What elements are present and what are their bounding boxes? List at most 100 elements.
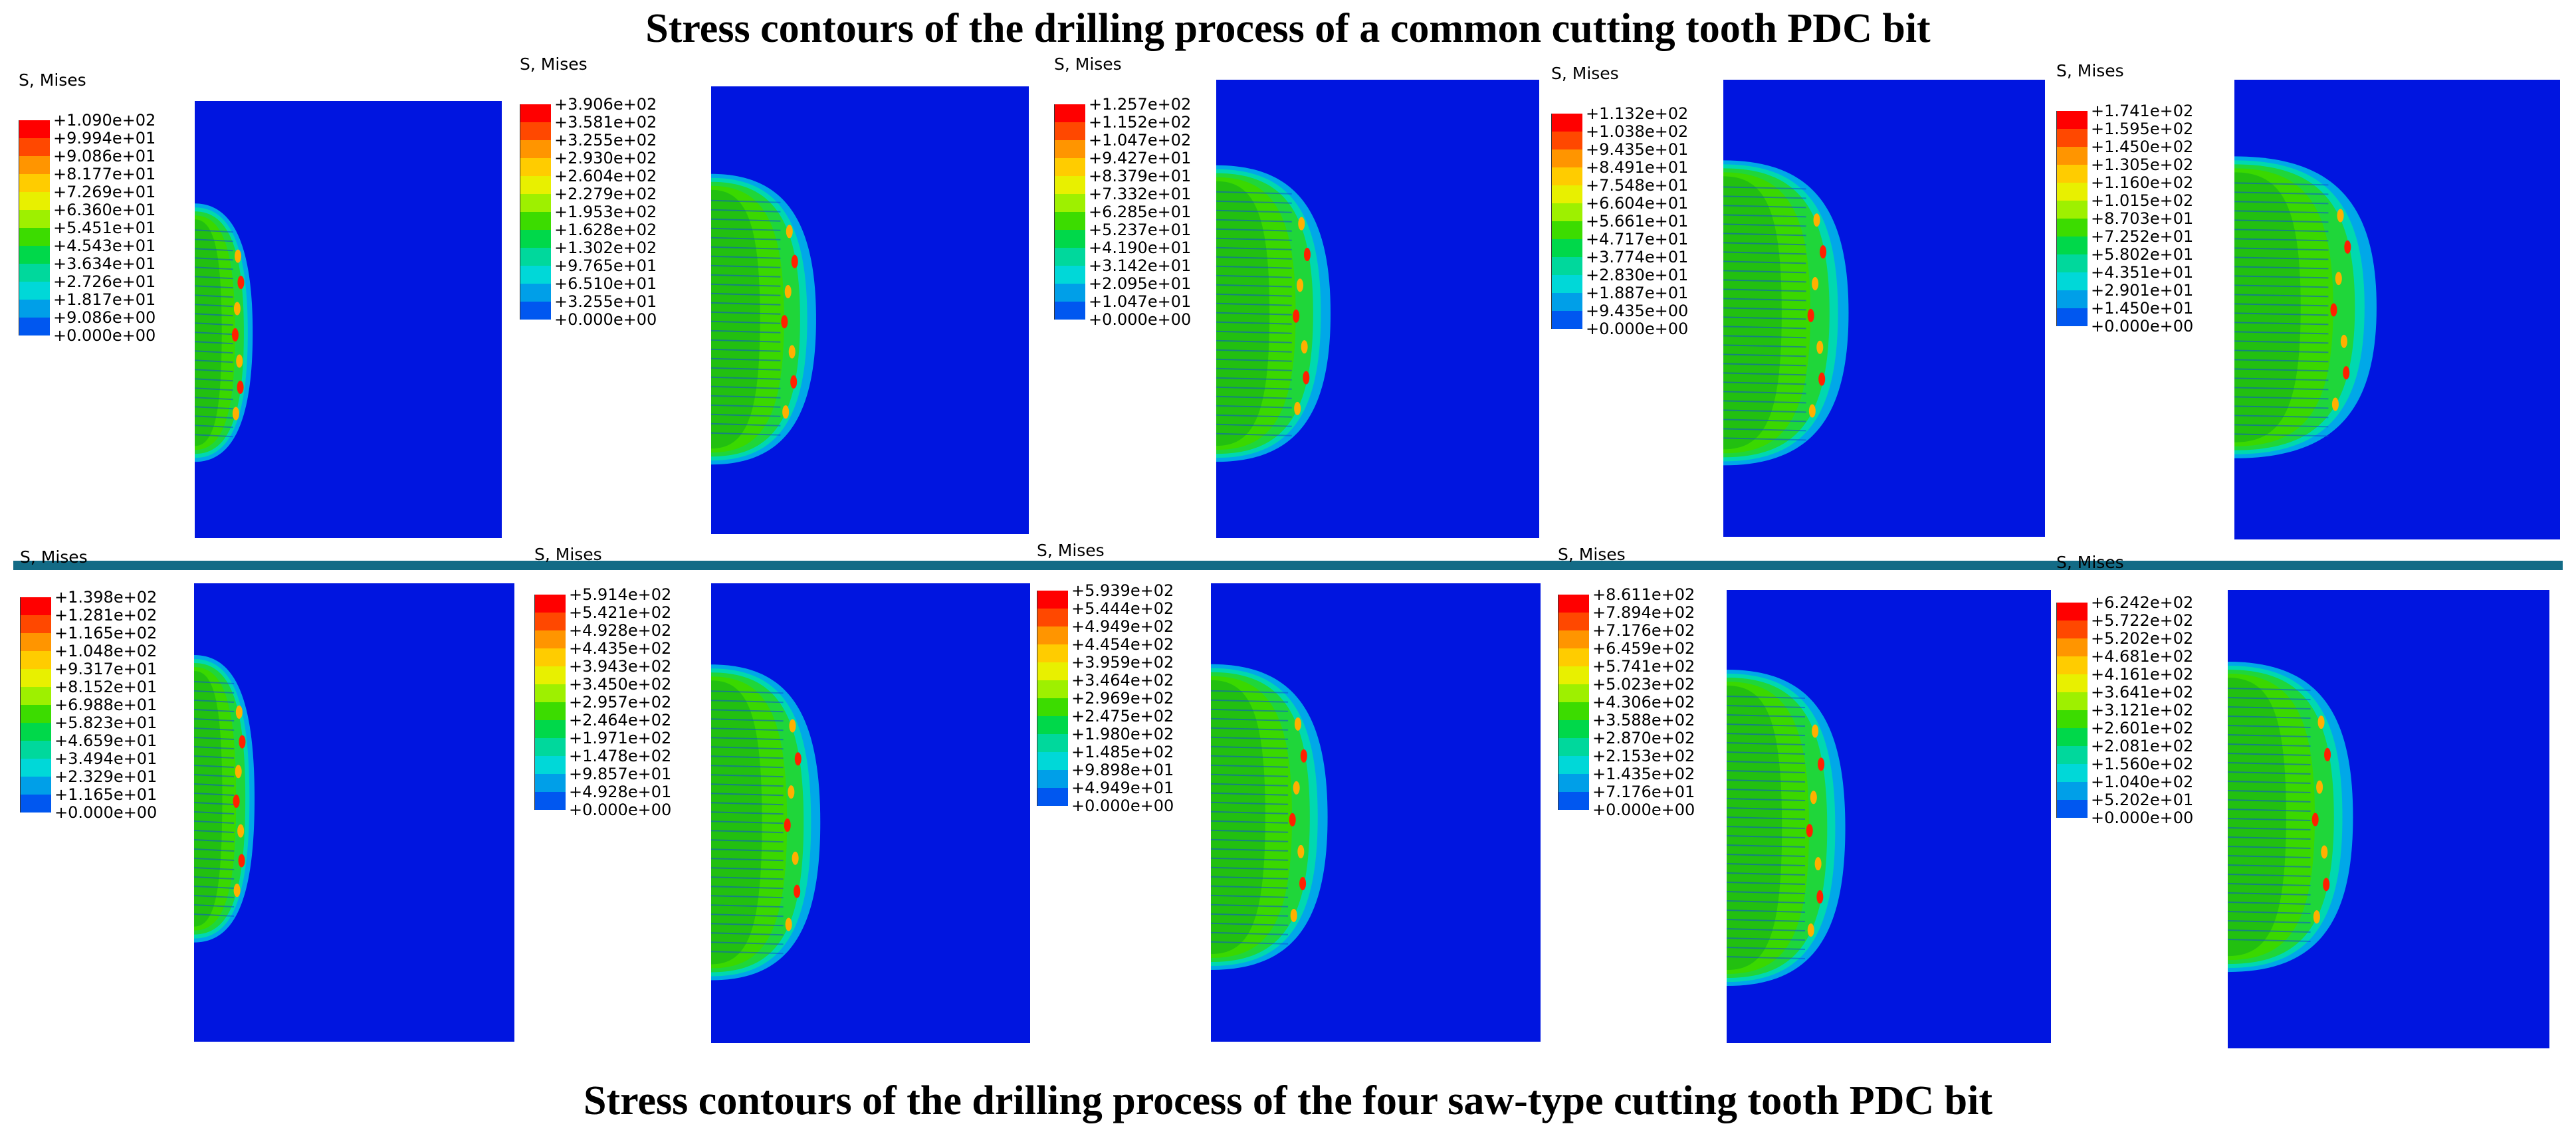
- stress-stripe: [1727, 891, 1806, 895]
- legend-value: +2.475e+02: [1071, 707, 1174, 725]
- stress-stripe: [711, 774, 784, 778]
- stress-hotspot: [1814, 857, 1822, 871]
- stress-stripe: [1727, 696, 1806, 700]
- stress-stripe: [2234, 331, 2329, 335]
- stress-stripe: [2234, 433, 2329, 437]
- stress-stripe: [711, 311, 781, 315]
- stress-stripe: [1727, 937, 1806, 941]
- legend-swatch: [534, 648, 566, 666]
- legend-swatch: [1558, 756, 1589, 774]
- legend-swatch: [1054, 176, 1085, 194]
- stress-stripe: [1211, 866, 1289, 870]
- legend-value: +5.237e+01: [1089, 221, 1192, 239]
- stress-stripe: [1216, 367, 1292, 371]
- stress-stripe: [195, 425, 233, 429]
- legend-swatch: [2056, 111, 2088, 129]
- legend-swatch: [534, 630, 566, 648]
- stress-stripe: [1211, 783, 1289, 787]
- stress-stripe: [711, 700, 784, 704]
- legend-value: +0.000e+00: [1586, 320, 1689, 338]
- stress-hotspot: [1808, 404, 1816, 418]
- stress-stripe: [1211, 913, 1289, 917]
- legend-swatch: [1037, 752, 1068, 770]
- legend-value: +4.717e+01: [1586, 230, 1689, 248]
- stress-stripe: [2228, 697, 2311, 700]
- legend-value: +1.435e+02: [1592, 765, 1695, 783]
- legend-swatch: [20, 669, 51, 687]
- stress-stripe: [1216, 191, 1292, 195]
- legend-swatch: [1037, 716, 1068, 734]
- legend-value: +1.015e+02: [2091, 191, 2194, 210]
- stress-stripe: [711, 923, 784, 927]
- stress-hotspot: [1807, 923, 1814, 937]
- legend-value: +1.040e+02: [2091, 773, 2194, 791]
- stress-hotspot: [1294, 717, 1301, 731]
- legend-swatch: [520, 158, 551, 176]
- stress-stripe: [1211, 894, 1289, 898]
- legend-value: +3.774e+01: [1586, 248, 1689, 266]
- stress-stripe: [1216, 432, 1292, 436]
- stress-stripe: [195, 304, 233, 308]
- stress-stripe: [711, 765, 784, 769]
- legend-swatch: [19, 246, 50, 264]
- legend-value: +4.928e+01: [569, 783, 672, 801]
- stress-stripe: [1723, 326, 1806, 330]
- legend-swatch: [1037, 609, 1068, 626]
- legend-value: +7.332e+01: [1089, 185, 1192, 203]
- rock-specimen: [195, 101, 502, 538]
- stress-hotspot: [1806, 824, 1813, 838]
- legend-value: +2.329e+01: [54, 767, 158, 786]
- legend-value: +3.581e+02: [554, 113, 657, 132]
- stress-stripe: [2228, 716, 2311, 719]
- legend-swatch: [1558, 774, 1589, 792]
- stress-stripe: [2228, 855, 2311, 858]
- stress-stripe: [1727, 761, 1806, 765]
- stress-stripe: [1211, 727, 1289, 731]
- stress-stripe: [1723, 307, 1806, 311]
- stress-contour-plot: [1723, 160, 1849, 466]
- legend-swatch: [1558, 792, 1589, 810]
- stress-stripe: [1723, 419, 1806, 423]
- stress-contour-plot: [711, 664, 821, 981]
- stress-hotspot: [1297, 278, 1304, 292]
- stress-stripe: [711, 867, 784, 871]
- rock-specimen: [194, 583, 514, 1042]
- stress-stripe: [2228, 818, 2311, 821]
- rock-specimen: [2228, 590, 2549, 1048]
- stress-stripe: [711, 330, 781, 334]
- stress-stripe: [194, 774, 235, 777]
- stress-stripe: [1211, 708, 1289, 712]
- stress-stripe: [194, 690, 235, 694]
- stress-stripe: [195, 341, 233, 345]
- stress-stripe: [1216, 246, 1292, 250]
- stress-stripe: [1211, 941, 1289, 945]
- legend-swatch: [1054, 284, 1085, 302]
- stress-stripe: [1723, 335, 1806, 339]
- legend-swatch: [1054, 122, 1085, 140]
- legend-swatch: [520, 122, 551, 140]
- stress-stripe: [711, 395, 781, 399]
- stress-stripe: [2234, 387, 2329, 391]
- legend-value: +9.427e+01: [1089, 149, 1192, 167]
- stress-hotspot: [1301, 340, 1308, 354]
- legend-value: +7.176e+01: [1592, 783, 1695, 801]
- legend-swatch: [1551, 114, 1582, 132]
- stress-stripe: [1723, 233, 1806, 237]
- stress-stripe: [711, 199, 781, 203]
- legend-swatch: [2056, 621, 2088, 638]
- stress-stripe: [195, 322, 233, 326]
- stress-stripe: [1723, 214, 1806, 218]
- stress-stripe: [1727, 705, 1806, 709]
- legend-swatch: [1551, 203, 1582, 221]
- stress-stripe: [711, 357, 781, 361]
- stress-hotspot: [791, 254, 798, 268]
- legend-value: +4.454e+02: [1071, 635, 1174, 654]
- stress-hotspot: [2324, 747, 2331, 761]
- stress-stripe: [194, 858, 235, 861]
- stress-stripe: [711, 320, 781, 324]
- stress-stripe: [1727, 751, 1806, 755]
- legend-swatch: [1551, 311, 1582, 329]
- legend-value: +8.491e+01: [1586, 158, 1689, 177]
- legend-value: +3.121e+02: [2091, 701, 2194, 719]
- stress-stripe: [2234, 377, 2329, 381]
